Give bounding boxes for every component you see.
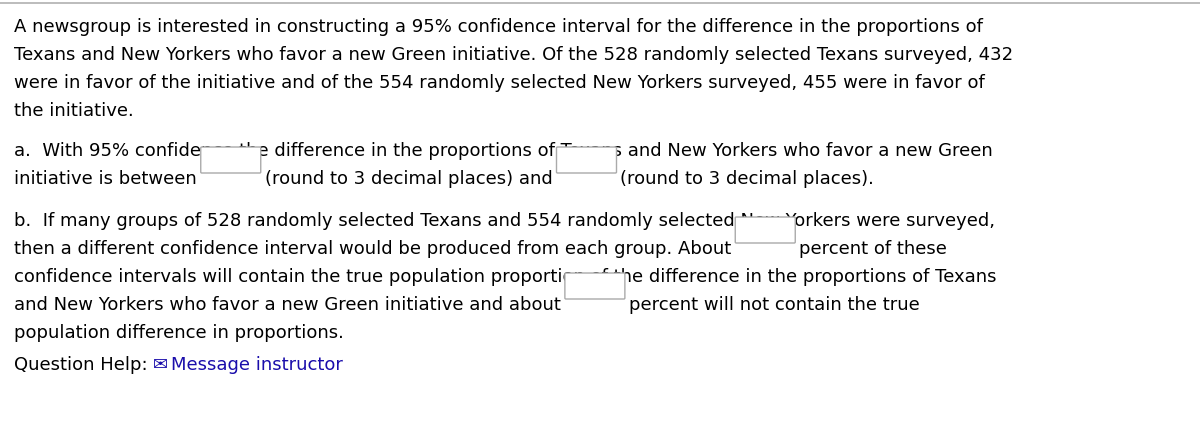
Text: population difference in proportions.: population difference in proportions. bbox=[14, 324, 344, 342]
Text: confidence intervals will contain the true population proportion of the differen: confidence intervals will contain the tr… bbox=[14, 268, 996, 286]
Text: and New Yorkers who favor a new Green initiative and about: and New Yorkers who favor a new Green in… bbox=[14, 296, 560, 314]
Text: initiative is between: initiative is between bbox=[14, 170, 197, 188]
Text: ✉: ✉ bbox=[152, 356, 168, 374]
Text: a.  With 95% confidence the difference in the proportions of Texans and New York: a. With 95% confidence the difference in… bbox=[14, 142, 992, 160]
Text: percent will not contain the true: percent will not contain the true bbox=[629, 296, 919, 314]
FancyBboxPatch shape bbox=[557, 147, 617, 173]
Text: (round to 3 decimal places) and: (round to 3 decimal places) and bbox=[265, 170, 552, 188]
FancyBboxPatch shape bbox=[565, 273, 625, 299]
Text: (round to 3 decimal places).: (round to 3 decimal places). bbox=[620, 170, 875, 188]
Text: b.  If many groups of 528 randomly selected Texans and 554 randomly selected New: b. If many groups of 528 randomly select… bbox=[14, 212, 995, 230]
Text: the initiative.: the initiative. bbox=[14, 102, 133, 120]
Text: Texans and New Yorkers who favor a new Green initiative. Of the 528 randomly sel: Texans and New Yorkers who favor a new G… bbox=[14, 46, 1013, 64]
Text: percent of these: percent of these bbox=[799, 240, 947, 258]
Text: then a different confidence interval would be produced from each group. About: then a different confidence interval wou… bbox=[14, 240, 731, 258]
Text: were in favor of the initiative and of the 554 randomly selected New Yorkers sur: were in favor of the initiative and of t… bbox=[14, 74, 985, 92]
FancyBboxPatch shape bbox=[200, 147, 260, 173]
Text: A newsgroup is interested in constructing a 95% confidence interval for the diff: A newsgroup is interested in constructin… bbox=[14, 18, 983, 36]
Text: Message instructor: Message instructor bbox=[170, 356, 343, 374]
FancyBboxPatch shape bbox=[736, 217, 796, 243]
Text: Question Help:: Question Help: bbox=[14, 356, 148, 374]
